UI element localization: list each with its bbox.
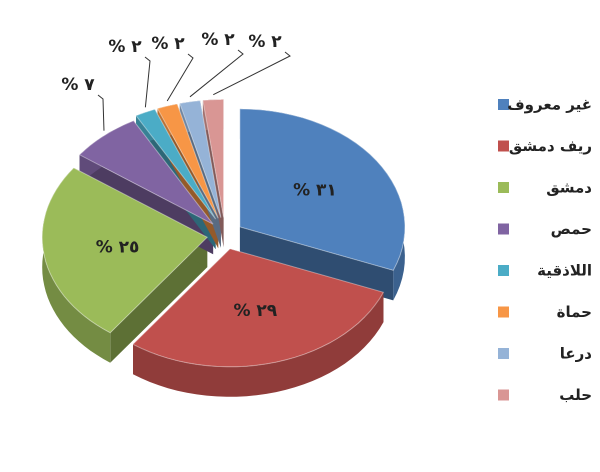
leader-line xyxy=(97,94,105,131)
pie-label: % ٢ xyxy=(151,34,185,54)
legend-swatch xyxy=(498,348,509,359)
slice xyxy=(132,248,385,368)
legend-label: ريف دمشق xyxy=(509,137,592,155)
pie-label: % ٢ xyxy=(248,32,282,52)
leader-line xyxy=(144,56,151,108)
legend-swatch xyxy=(498,265,509,276)
slice-side xyxy=(239,226,394,301)
slice xyxy=(179,100,222,218)
slice xyxy=(202,98,225,218)
pie-label: % ٧ xyxy=(61,75,95,95)
slice xyxy=(156,103,219,219)
legend-label: حمص xyxy=(551,220,592,238)
slice xyxy=(135,108,217,220)
legend-swatch xyxy=(498,223,509,235)
legend-label: غير معروف xyxy=(507,96,592,114)
legend-label: درعا xyxy=(560,345,593,363)
slice-side xyxy=(42,167,111,363)
slice xyxy=(78,120,214,225)
legend-swatch xyxy=(498,99,509,110)
leader-line xyxy=(213,51,291,96)
slice-side xyxy=(110,237,208,363)
legend-swatch xyxy=(498,182,509,193)
slice xyxy=(41,167,209,334)
legend-swatch xyxy=(498,306,509,318)
pie-label: % ٢ xyxy=(108,37,142,57)
legend-label: دمشق xyxy=(546,179,592,197)
leader-line xyxy=(189,49,244,98)
slice xyxy=(239,108,406,271)
legend-label: حلب xyxy=(559,386,592,404)
pie-label: % ٣١ xyxy=(293,180,337,200)
slice-side xyxy=(133,292,384,397)
pie-label: % ٢٩ xyxy=(233,301,277,321)
legend-swatch xyxy=(498,140,509,152)
legend-label: حماة xyxy=(557,303,592,321)
legend-label: اللاذقية xyxy=(537,262,592,280)
legend-swatch xyxy=(498,389,509,401)
leader-line xyxy=(166,53,194,102)
pie-label: % ٢٥ xyxy=(96,237,140,257)
pie-label: % ٢ xyxy=(201,30,235,50)
